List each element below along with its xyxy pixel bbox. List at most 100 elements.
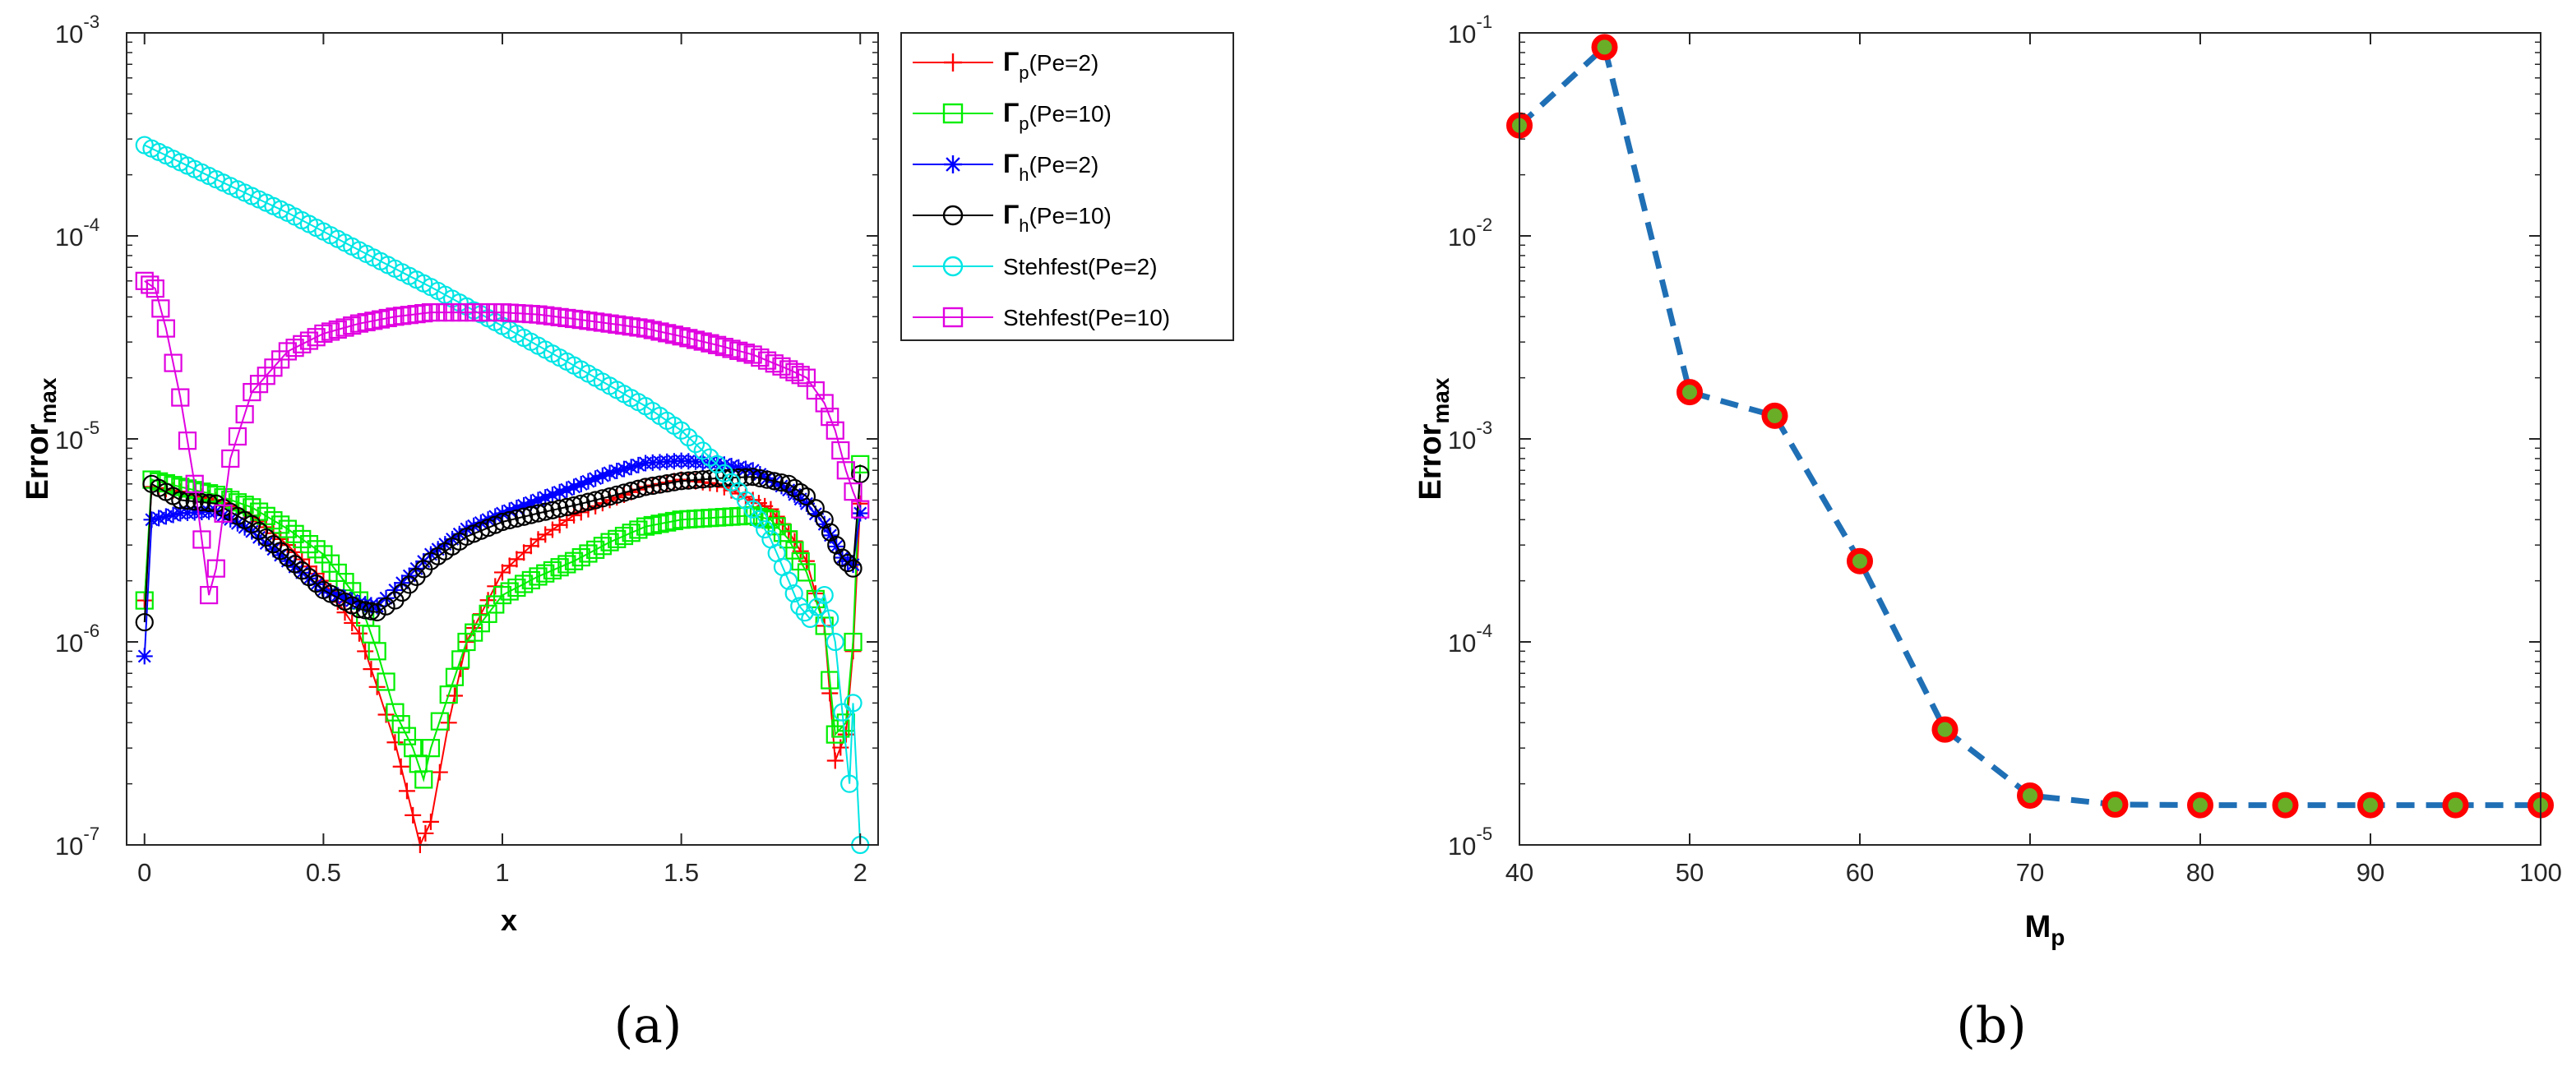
panel-a-data-point bbox=[815, 394, 834, 413]
panel-a-data-point bbox=[185, 492, 204, 511]
panel-a-data-point bbox=[693, 441, 712, 460]
panel-a-legend-marker bbox=[942, 256, 964, 277]
panel-a-data-point bbox=[629, 318, 648, 337]
panel-a-data-point bbox=[200, 585, 219, 605]
panel-a-data-point bbox=[572, 476, 590, 493]
panel-a-legend-entry: Stehfest(Pe=10) bbox=[913, 305, 1170, 330]
panel-a-data-point bbox=[586, 491, 605, 510]
panel-a-data-point bbox=[826, 421, 844, 440]
panel-a-y-tick-label: 10-4 bbox=[55, 215, 99, 252]
panel-a-data-point bbox=[178, 431, 197, 450]
panel-a-data-point bbox=[422, 813, 439, 830]
panel-b-data-point bbox=[1761, 402, 1788, 429]
panel-a-axes-box bbox=[126, 32, 879, 846]
panel-a-data-point bbox=[299, 535, 319, 554]
panel-a-data-point bbox=[614, 526, 634, 546]
panel-a-data-point bbox=[791, 551, 810, 571]
panel-b-y-tick-label: 10-1 bbox=[1448, 12, 1492, 48]
panel-a-y-axis-label: Errormax bbox=[21, 377, 61, 500]
panel-a-data-point bbox=[821, 408, 839, 427]
panel-a-data-point bbox=[785, 478, 804, 498]
panel-a-data-point bbox=[550, 558, 569, 577]
panel-a-data-point bbox=[357, 643, 374, 660]
panel-a-data-point bbox=[779, 474, 798, 493]
panel-a-data-point bbox=[693, 332, 712, 351]
panel-b-data-point bbox=[2102, 791, 2129, 818]
panel-a-data-point bbox=[344, 592, 361, 609]
panel-a-data-point bbox=[431, 764, 448, 781]
panel-a-data-point bbox=[285, 524, 304, 543]
panel-a-data-point bbox=[708, 335, 727, 354]
panel-a-data-point bbox=[693, 470, 712, 489]
panel-a-series-5 bbox=[135, 136, 870, 855]
panel-a-data-point bbox=[141, 275, 160, 294]
panel-a-data-point bbox=[650, 322, 669, 341]
panel-a-data-point bbox=[579, 311, 598, 330]
panel-a-data-point bbox=[228, 427, 247, 446]
panel-a-data-point bbox=[278, 342, 297, 361]
panel-a-data-point bbox=[430, 712, 449, 731]
panel-a-data-point bbox=[672, 327, 691, 346]
panel-a-data-point bbox=[650, 515, 669, 533]
panel-a-data-point bbox=[844, 694, 863, 713]
panel-a-data-point bbox=[543, 561, 562, 580]
panel-a-data-point bbox=[601, 464, 618, 482]
panel-a-x-axis-label: x bbox=[501, 903, 517, 937]
panel-a-data-point bbox=[831, 441, 850, 460]
panel-a-data-point bbox=[257, 528, 275, 547]
panel-a-data-point bbox=[672, 421, 691, 440]
panel-a-data-point bbox=[765, 354, 784, 373]
panel-a-data-point bbox=[722, 339, 741, 358]
panel-a-data-point bbox=[150, 510, 168, 527]
panel-a-data-point bbox=[743, 468, 762, 487]
panel-a-legend-entry: Γp(Pe=2) bbox=[913, 47, 1098, 83]
panel-a-data-point bbox=[151, 299, 170, 318]
panel-b-x-axis-label-main: M bbox=[2025, 910, 2051, 944]
panel-a-data-point bbox=[451, 650, 470, 669]
panel-a-data-point bbox=[557, 497, 576, 517]
panel-a-data-point bbox=[851, 455, 870, 473]
panel-a-data-point bbox=[494, 564, 511, 581]
panel-a-data-point bbox=[792, 491, 809, 508]
panel-b-y-tick-label: 10-5 bbox=[1448, 824, 1492, 861]
panel-a-data-point bbox=[377, 672, 395, 691]
panel-a-data-point bbox=[377, 597, 395, 616]
panel-a-data-point bbox=[579, 492, 598, 511]
panel-a-data-point bbox=[658, 474, 677, 493]
panel-a-data-point bbox=[779, 360, 798, 379]
panel-a-data-point bbox=[357, 312, 376, 332]
panel-a-data-point bbox=[826, 725, 844, 744]
panel-a-data-point bbox=[791, 482, 810, 502]
panel-a-data-point bbox=[564, 309, 584, 329]
panel-a-data-point bbox=[164, 476, 183, 495]
panel-a-data-point bbox=[364, 311, 383, 330]
panel-a-data-point bbox=[171, 388, 190, 407]
panel-b-data-point bbox=[2187, 791, 2213, 819]
panel-a-data-point bbox=[729, 341, 748, 360]
panel-a-data-point bbox=[529, 567, 548, 586]
panel-a-data-point bbox=[515, 507, 534, 526]
panel-a-data-point bbox=[192, 492, 211, 512]
panel-b-x-axis-label-sub: p bbox=[2051, 925, 2065, 950]
panel-a-legend-label: Γh(Pe=10) bbox=[1003, 200, 1112, 236]
panel-a-data-point bbox=[744, 462, 761, 479]
panel-b-x-tick-label: 100 bbox=[2519, 858, 2562, 887]
panel-b-chart: 40 50 60 70 80 90 100 10-5 10-4 10-3 10-2 10-1 Mp E… bbox=[1413, 12, 2562, 1054]
panel-b-x-tick-label: 90 bbox=[2356, 858, 2384, 887]
panel-a-data-point bbox=[285, 339, 304, 358]
panel-a-data-point bbox=[143, 511, 160, 528]
panel-a-series-3 bbox=[136, 452, 869, 665]
panel-a-legend-entry: Γh(Pe=2) bbox=[913, 149, 1098, 185]
panel-a-data-point bbox=[192, 530, 211, 549]
panel-a-data-point bbox=[593, 313, 612, 332]
panel-a-data-point bbox=[614, 316, 634, 335]
panel-a-data-point bbox=[564, 496, 584, 515]
panel-a-data-point bbox=[307, 540, 326, 559]
panel-a-data-point bbox=[743, 345, 762, 364]
panel-b-series-line bbox=[1517, 41, 2541, 809]
panel-a-data-point bbox=[636, 478, 655, 496]
panel-a-data-point bbox=[757, 470, 777, 489]
panel-a-data-point bbox=[679, 329, 698, 348]
panel-a-data-point bbox=[730, 459, 747, 476]
